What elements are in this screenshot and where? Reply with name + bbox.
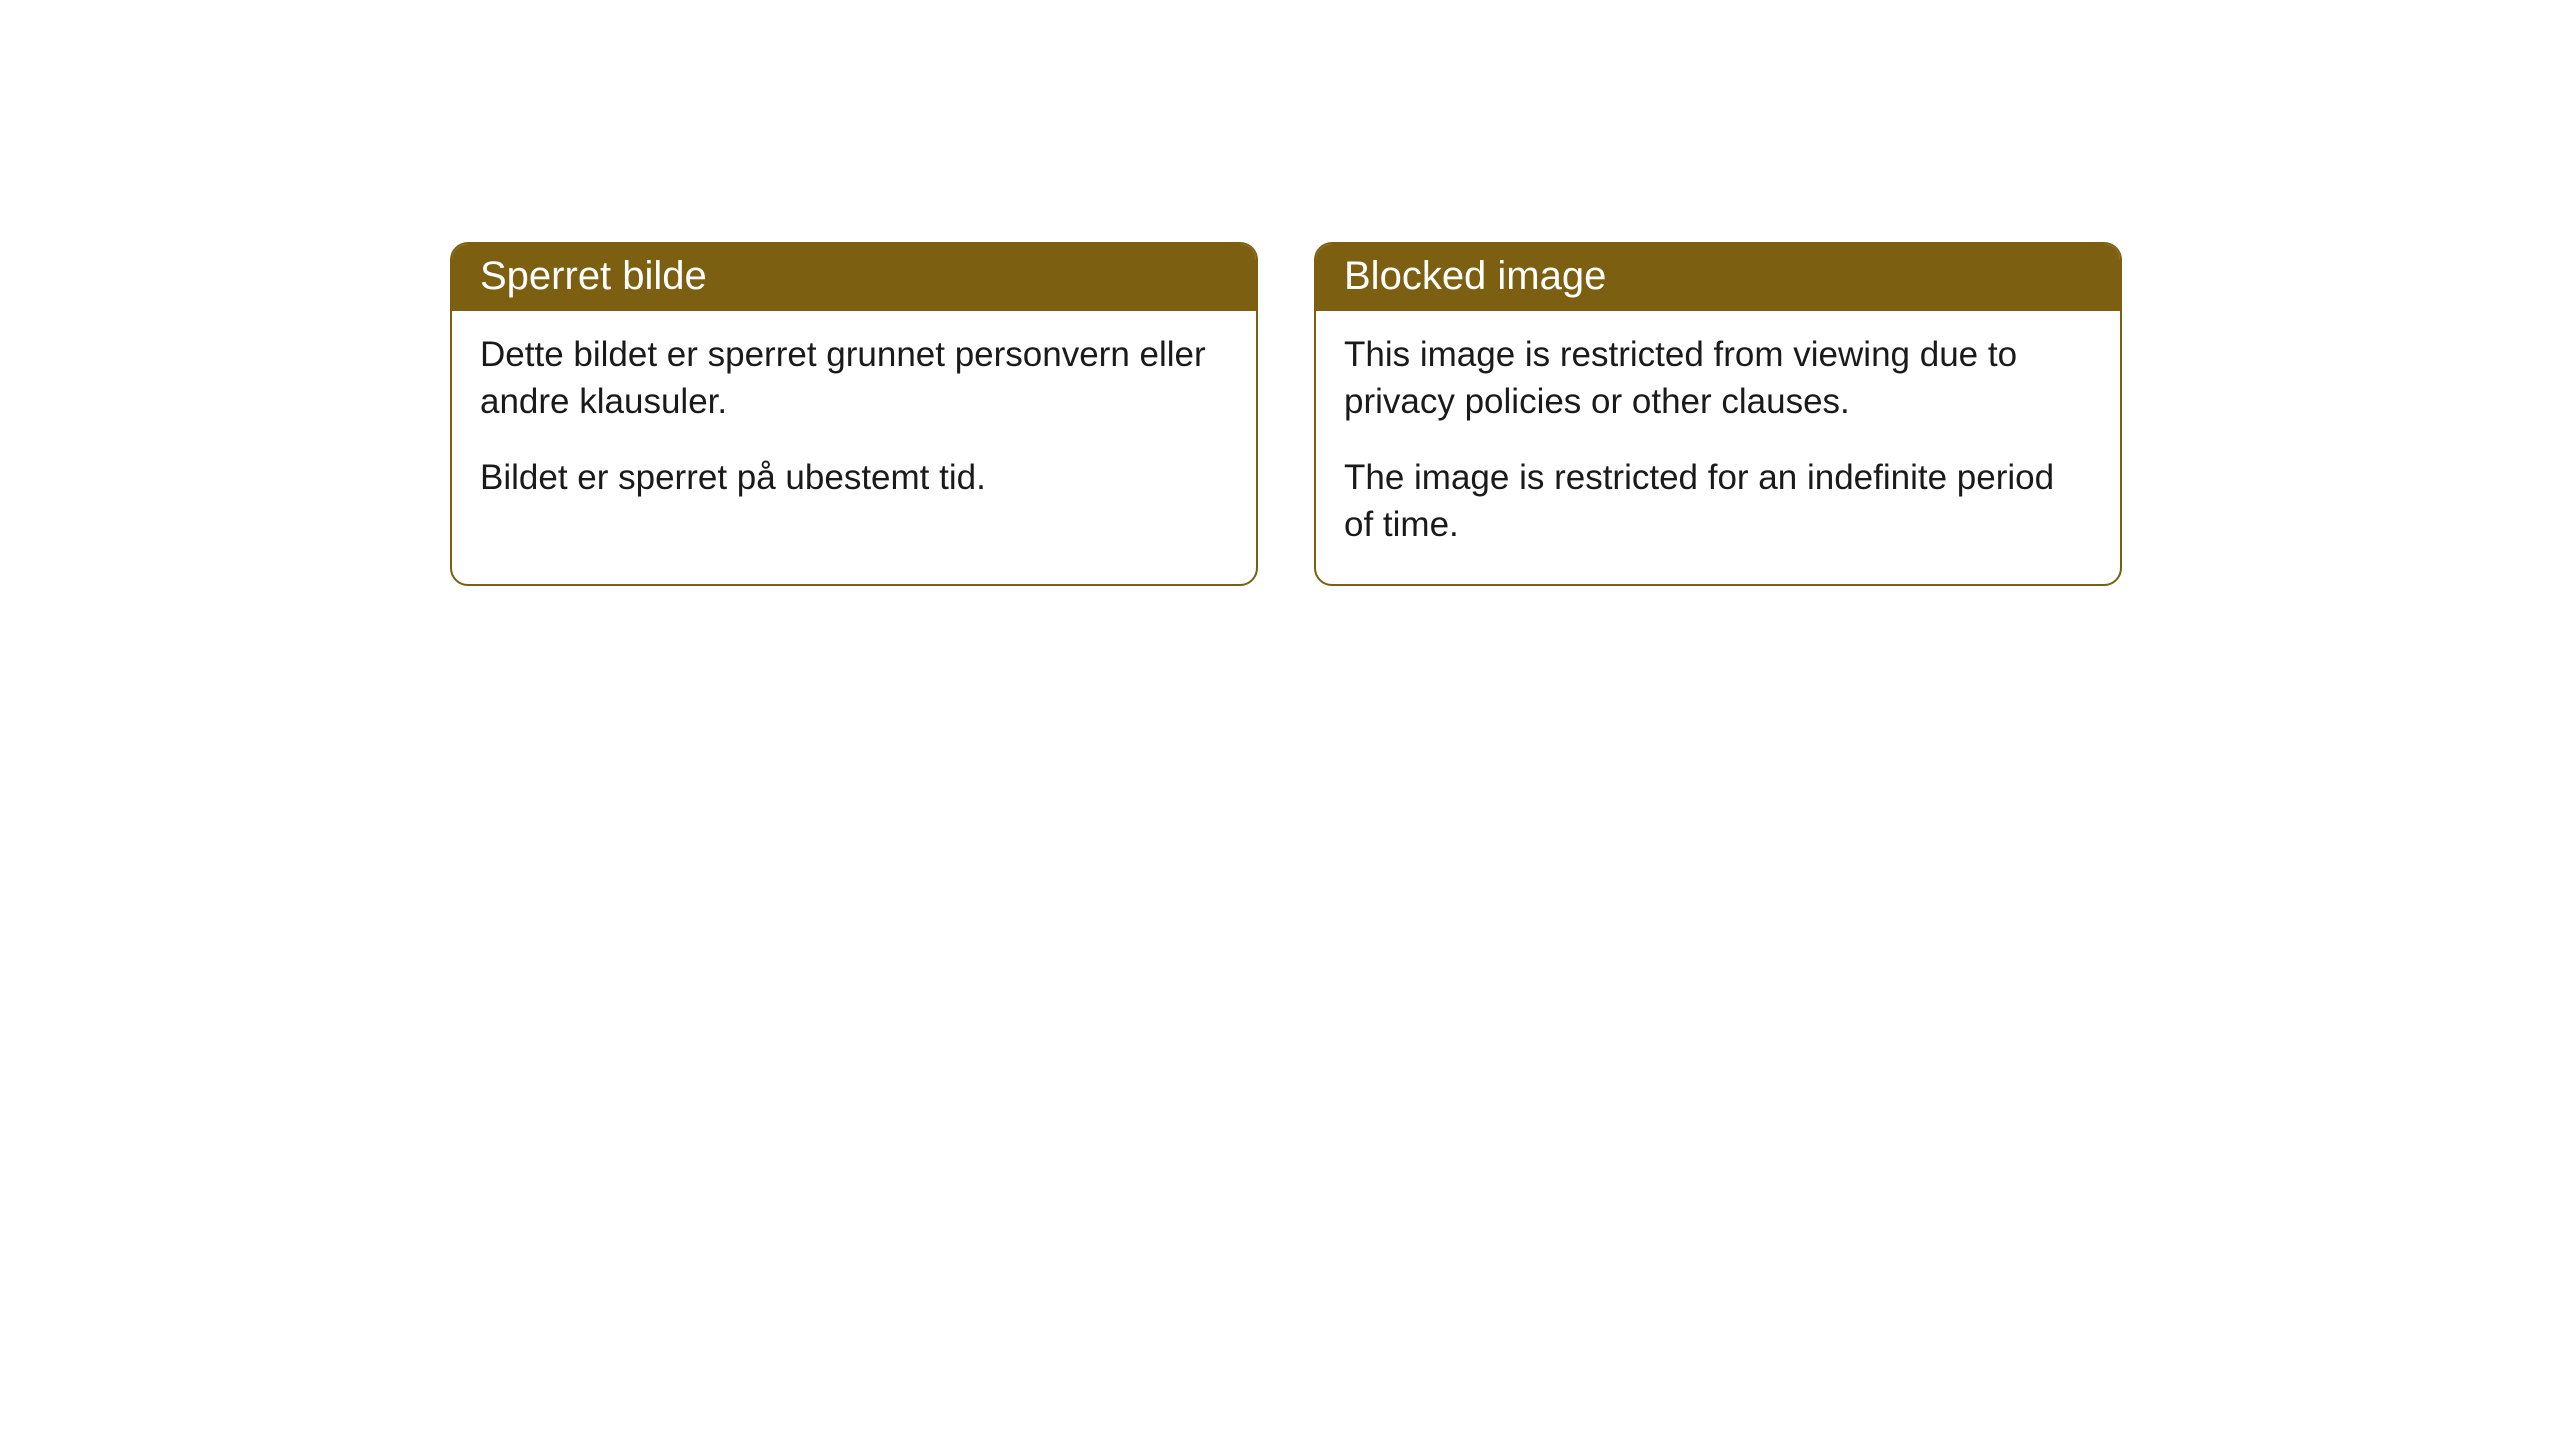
card-paragraph: Dette bildet er sperret grunnet personve… (480, 331, 1228, 426)
card-header: Sperret bilde (452, 244, 1256, 311)
card-paragraph: This image is restricted from viewing du… (1344, 331, 2092, 426)
card-paragraph: Bildet er sperret på ubestemt tid. (480, 454, 1228, 501)
notice-card-norwegian: Sperret bilde Dette bildet er sperret gr… (450, 242, 1258, 586)
card-body: Dette bildet er sperret grunnet personve… (452, 311, 1256, 537)
card-paragraph: The image is restricted for an indefinit… (1344, 454, 2092, 549)
notice-cards-container: Sperret bilde Dette bildet er sperret gr… (450, 242, 2122, 586)
card-body: This image is restricted from viewing du… (1316, 311, 2120, 584)
notice-card-english: Blocked image This image is restricted f… (1314, 242, 2122, 586)
card-header: Blocked image (1316, 244, 2120, 311)
